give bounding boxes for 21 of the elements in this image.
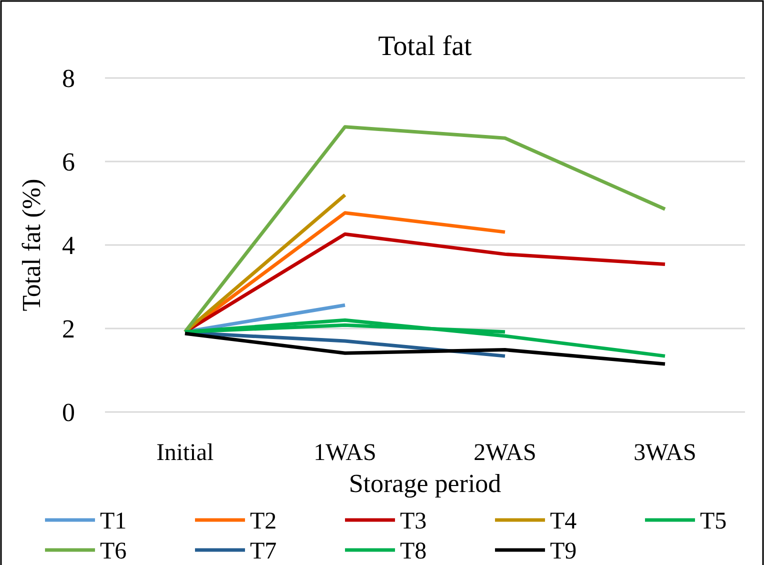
legend-label: T4 [550, 508, 577, 534]
x-axis-title: Storage period [348, 469, 502, 498]
y-axis-title: Total fat (%) [17, 178, 46, 312]
x-tick-label: 1WAS [314, 440, 376, 466]
y-tick-label: 6 [62, 148, 75, 177]
legend-label: T6 [100, 538, 127, 564]
legend-label: T2 [250, 508, 277, 534]
y-tick-label: 4 [62, 231, 75, 260]
legend-label: T3 [400, 508, 427, 534]
y-tick-label: 0 [62, 398, 75, 428]
chart-title: Total fat [378, 31, 472, 62]
legend-label: T9 [550, 538, 577, 564]
legend-label: T7 [250, 538, 277, 564]
x-tick-label: 3WAS [634, 440, 696, 466]
legend-label: T5 [700, 508, 727, 534]
legend-label: T8 [400, 538, 427, 564]
x-tick-label: 2WAS [474, 440, 536, 466]
y-tick-label: 8 [62, 64, 75, 94]
x-tick-label: Initial [156, 440, 214, 466]
y-tick-label: 2 [62, 314, 75, 344]
legend-label: T1 [100, 508, 127, 534]
